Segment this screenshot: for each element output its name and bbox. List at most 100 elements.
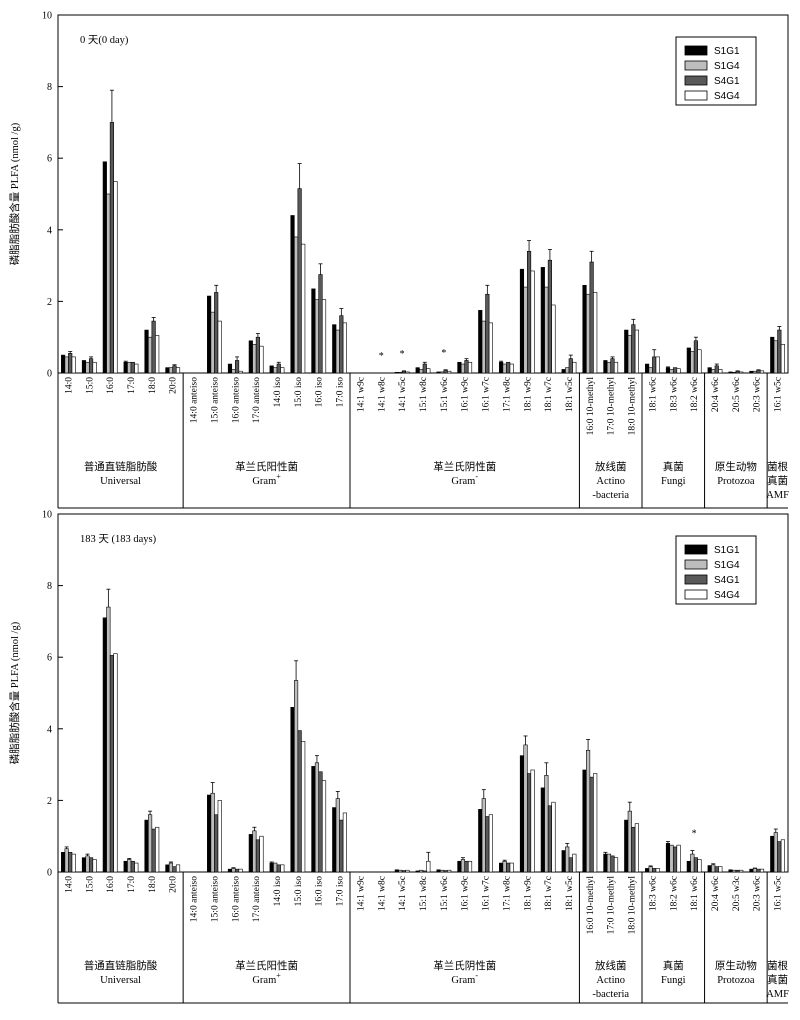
bar-S4G4-14-0-iso <box>280 367 285 374</box>
bar-S4G4-14-0 <box>71 356 76 374</box>
group-label-sup: + <box>276 472 281 481</box>
bar-S1G4-16-1-w5c <box>773 340 778 374</box>
bar-S4G4-18-3-w6c <box>676 368 681 374</box>
bar-S4G4-20-3-w6c <box>759 868 765 873</box>
bar-S1G4-16-1-w5c <box>773 832 778 873</box>
chart-panel-2: 0 2 4 6 8 10 磷脂脂肪酸含量 PLFA (nmol /g) 183 天 (183 … <box>8 510 789 1004</box>
bar-S1G1-16-0-anteiso <box>227 363 233 374</box>
category-label: 14:1 w9c <box>356 876 366 911</box>
category-label: 18:2 w6c <box>690 377 700 412</box>
group-label-cn: 革兰氏阳性菌 <box>235 959 298 972</box>
bar-S1G1-15-1-w6c <box>436 371 441 374</box>
category-label: 20:5 w3c <box>732 876 742 911</box>
category-label: 17:0 anteiso <box>252 876 262 922</box>
chart-title: 0 天(0 day) <box>80 35 129 46</box>
bar-S4G4-16-0 <box>113 653 118 873</box>
bar-S4G4-14-0 <box>71 853 76 873</box>
bar-S1G4-14-1-w5c <box>398 869 403 873</box>
category-label: 15:0 iso <box>294 377 304 408</box>
bar-S1G1-14-1-w5c <box>394 371 399 374</box>
bar-S1G1-18-1-w5c <box>561 369 566 374</box>
bar-S1G1-17-0-iso <box>332 324 337 374</box>
group-label-en: Universal <box>100 476 141 487</box>
bar-S4G1-16-1-w5c <box>777 841 782 873</box>
bar-S1G1-16-0 <box>102 617 107 873</box>
bar-S1G1-20-5-w6c <box>728 371 733 374</box>
bar-S1G1-15-0 <box>81 857 87 873</box>
bar-S4G4-16-0-iso <box>321 299 327 374</box>
bar-S4G1-14-0-iso <box>276 363 281 374</box>
category-label: 15:0 <box>85 377 95 394</box>
category-label: 15:0 anteiso <box>210 876 220 922</box>
group-label-sup: + <box>276 971 281 980</box>
bar-S4G4-16-0-iso <box>321 780 327 873</box>
group-label-cn: 菌根 <box>767 460 788 473</box>
legend-label-s1g1: S1G1 <box>714 46 740 57</box>
bar-S4G4-18-0 <box>155 335 160 374</box>
legend-label-s1g1: S1G1 <box>714 545 740 556</box>
category-label: 14:1 w8c <box>377 876 387 911</box>
bar-S1G4-18-0-10-methyl <box>627 810 632 873</box>
category-label: 16:0 <box>106 377 116 394</box>
bar-S1G4-16-1-w9c <box>460 363 466 374</box>
bar-S1G4-15-0-anteiso <box>210 792 215 873</box>
bar-S4G1-20-4-w6c <box>714 866 719 873</box>
bar-S1G4-17-1-w8c <box>502 363 507 374</box>
bar-S1G4-18-1-w6c <box>690 853 695 873</box>
bar-S4G4-17-0 <box>134 363 139 374</box>
bar-S1G1-20-3-w6c <box>749 868 754 873</box>
bar-S4G4-17-0 <box>134 862 139 873</box>
category-label: 17:1 w8c <box>502 377 512 412</box>
legend-swatch-s4g4 <box>684 589 708 600</box>
bar-S4G1-15-0-anteiso <box>214 292 219 374</box>
bar-S1G4-18-0-10-methyl <box>627 335 632 374</box>
bar-S4G4-15-0-iso <box>301 741 306 873</box>
y-tick-label: 0 <box>47 369 52 380</box>
bar-S1G4-18-1-w5c <box>565 846 570 873</box>
group-label-en: Fungi <box>661 476 686 487</box>
bar-S4G1-18-1-w5c <box>568 358 573 374</box>
bar-S1G1-18-1-w9c <box>519 268 525 374</box>
bar-S4G1-20-0 <box>172 866 177 873</box>
bar-S1G1-18-0 <box>144 329 149 374</box>
category-label: 16:1 w9c <box>461 377 471 412</box>
group-label-en: 真菌 <box>767 973 788 986</box>
bar-S1G4-20-0 <box>168 367 174 374</box>
bar-S1G4-15-0-iso <box>294 680 299 873</box>
category-label: 15:1 w6c <box>440 377 450 412</box>
bar-S4G4-15-1-w6c <box>447 869 452 873</box>
bar-S1G1-16-0-iso <box>311 766 316 873</box>
bar-S1G1-18-1-w7c <box>540 787 545 873</box>
bar-S4G1-16-0-anteiso <box>234 360 240 374</box>
bar-S1G4-18-2-w6c <box>669 844 674 873</box>
bar-S1G1-17-0 <box>123 860 128 873</box>
bar-S4G1-15-1-w6c <box>443 870 448 873</box>
category-label: 16:1 w5c <box>774 876 784 911</box>
bar-S1G1-17-0-10-methyl <box>603 853 608 873</box>
y-tick-label: 6 <box>47 154 52 165</box>
bar-S1G1-16-0-iso <box>311 288 316 374</box>
bar-S1G4-18-0 <box>148 336 153 374</box>
y-tick-label: 10 <box>42 11 52 22</box>
bar-S4G1-20-0 <box>172 365 177 374</box>
bar-S4G1-15-1-w6c <box>443 369 448 374</box>
bar-S4G4-14-0-iso <box>280 864 285 873</box>
y-tick-label: 6 <box>47 653 52 664</box>
bar-S1G4-18-2-w6c <box>690 351 695 374</box>
bar-S4G1-16-1-w9c <box>464 360 469 374</box>
bar-S1G4-16-0-anteiso <box>231 369 236 374</box>
bar-S4G4-15-0 <box>92 361 97 374</box>
bar-S1G1-15-1-w8c <box>415 870 420 873</box>
bar-S1G4-17-0-10-methyl <box>606 361 612 374</box>
group-label-en: Actino <box>596 975 625 986</box>
bar-S4G4-18-3-w6c <box>655 868 660 873</box>
bar-S1G1-20-5-w3c <box>728 869 733 873</box>
bar-S4G4-18-0-10-methyl <box>634 823 639 873</box>
bar-S4G4-18-1-w7c <box>551 304 556 374</box>
category-label: 20:3 w6c <box>753 876 763 911</box>
legend: S1G1 S1G4 S4G1 S4G4 <box>675 36 757 106</box>
category-label: 14:0 anteiso <box>190 377 200 423</box>
y-tick-label: 4 <box>47 225 52 236</box>
category-label: 14:1 w5c <box>398 876 408 911</box>
